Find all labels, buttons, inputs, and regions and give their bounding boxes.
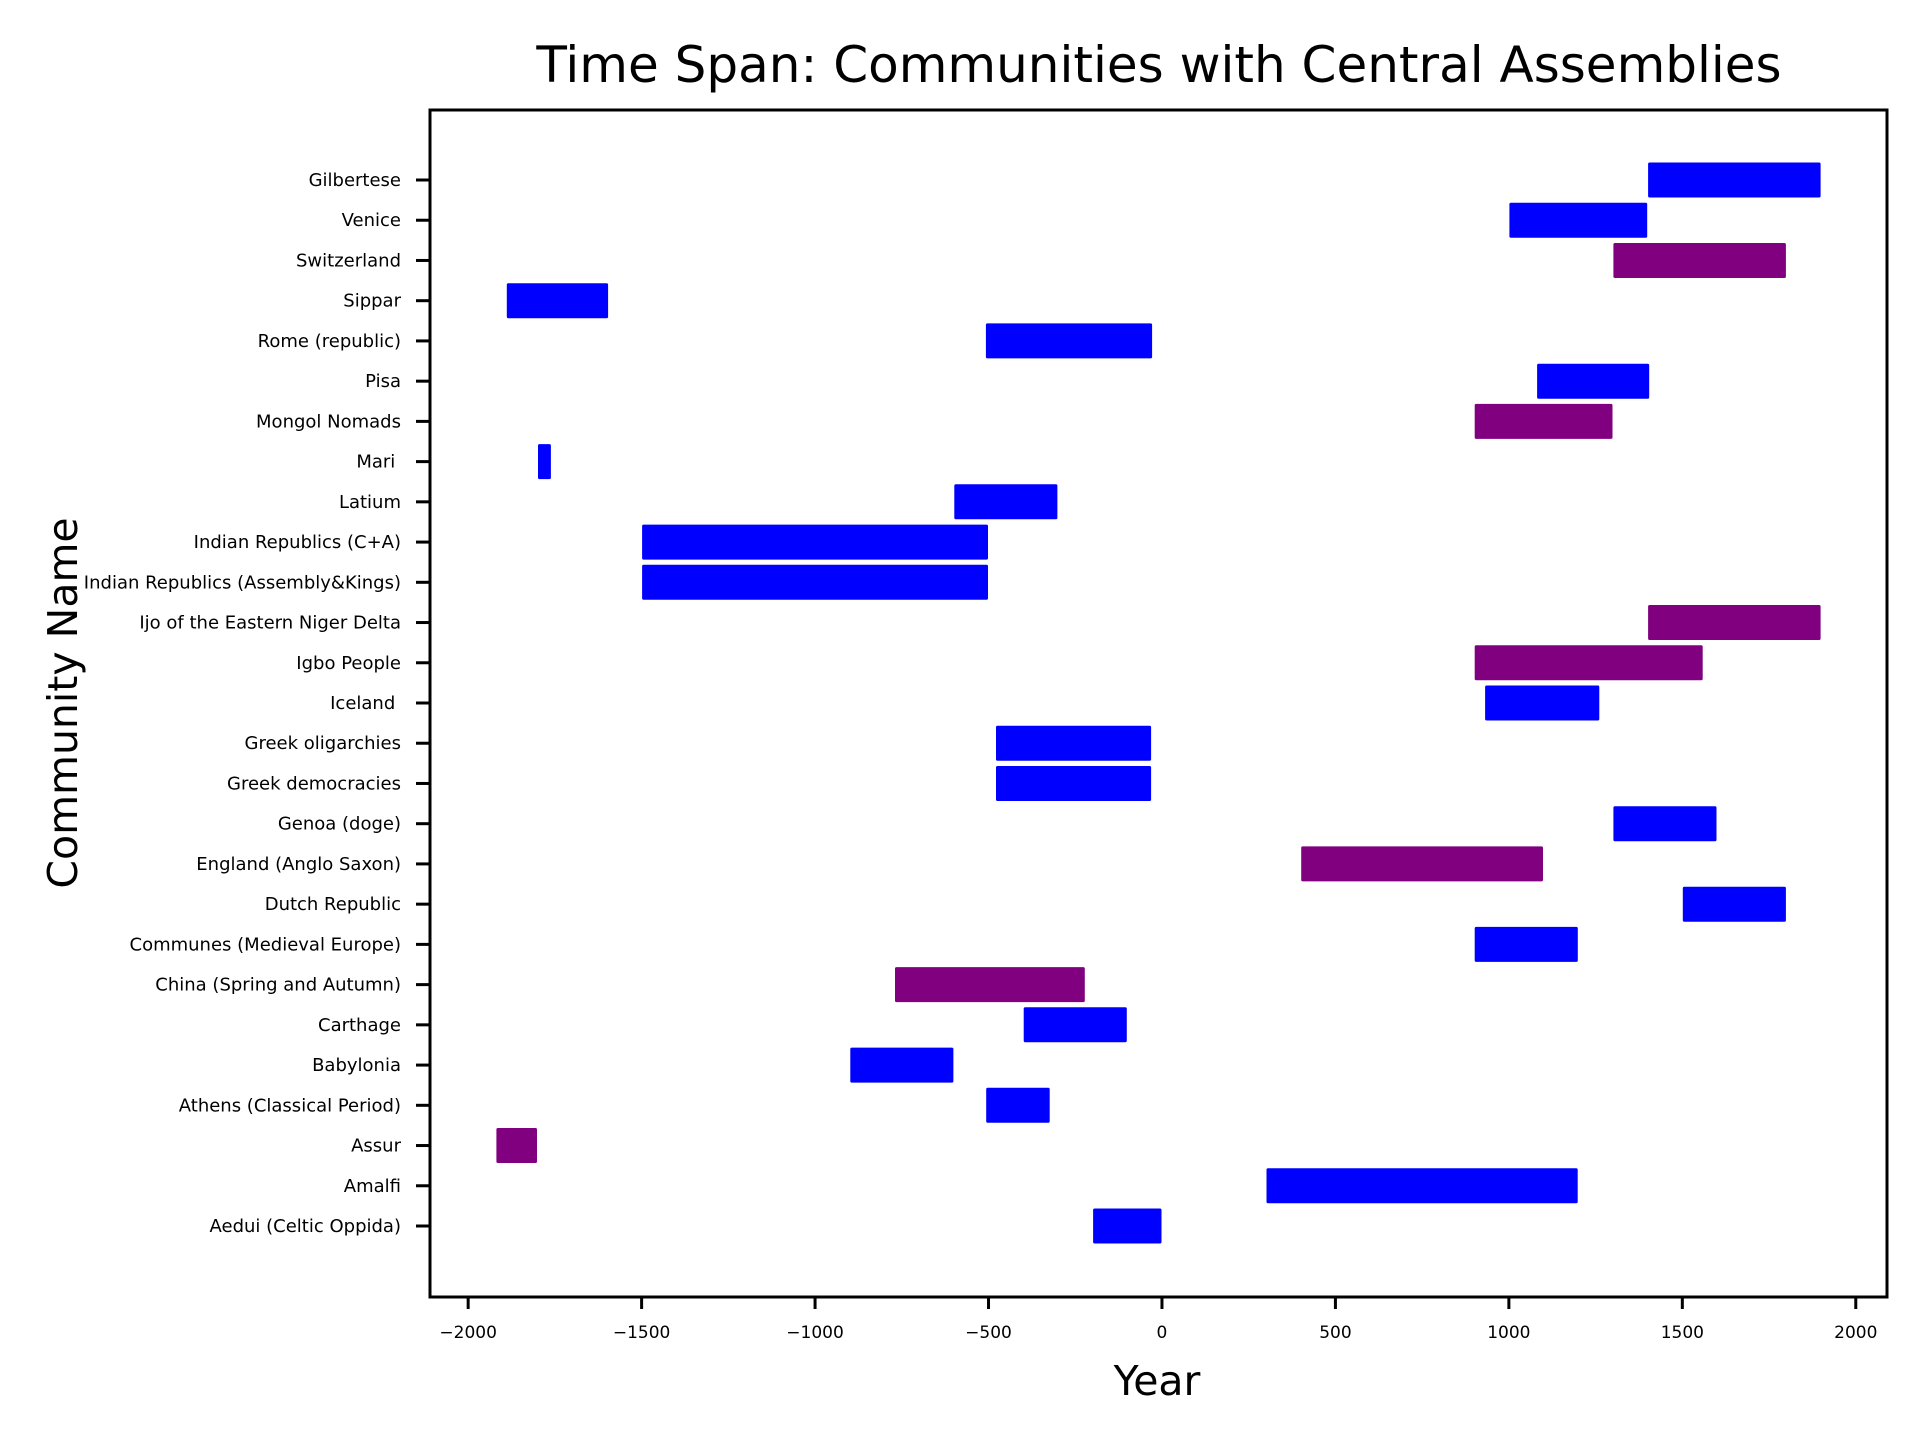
- bar-20: [1473, 402, 1614, 440]
- bar-7: [1473, 925, 1579, 963]
- bar-13: [1484, 684, 1601, 722]
- bar-9: [1300, 845, 1544, 883]
- y-tick-label-21: Pisa: [365, 371, 401, 392]
- x-tick-label-7: 1500: [1661, 1323, 1704, 1343]
- y-tick-label-9: England (Anglo Saxon): [196, 854, 401, 875]
- bar-14: [1473, 644, 1704, 682]
- x-tick-label-6: 1000: [1487, 1323, 1530, 1343]
- x-tick-label-1: −1500: [613, 1323, 671, 1343]
- bar-17: [641, 523, 989, 561]
- y-tick-label-23: Sippar: [343, 291, 401, 312]
- bar-24: [1612, 242, 1787, 279]
- x-axis: −2000 −1500 −1000 −500 0 500 1000 1500 2000: [439, 1297, 1877, 1343]
- bar-21: [1536, 362, 1651, 400]
- bar-22: [984, 322, 1154, 360]
- bar-0: [1092, 1207, 1163, 1245]
- y-tick-label-20: Mongol Nomads: [256, 411, 401, 432]
- y-tick-label-26: Gilbertese: [309, 170, 401, 191]
- x-tick-label-4: 0: [1157, 1323, 1168, 1343]
- y-tick-label-7: Communes (Medieval Europe): [130, 934, 402, 955]
- bar-6: [894, 966, 1086, 1004]
- y-axis-label: Community Name: [39, 517, 87, 888]
- x-tick-label-0: −2000: [439, 1323, 497, 1343]
- y-tick-label-16: Indian Republics (Assembly&Kings): [84, 572, 401, 593]
- plot-frame: [428, 108, 1889, 1299]
- y-axis: Aedui (Celtic Oppida) Amalfi Assur Athens (…: [84, 170, 430, 1237]
- y-tick-label-18: Latium: [339, 492, 401, 513]
- bar-10: [1612, 805, 1718, 843]
- bar-23: [505, 282, 610, 320]
- bar-15: [1647, 604, 1822, 641]
- y-tick-label-8: Dutch Republic: [265, 894, 401, 915]
- y-tick-label-4: Babylonia: [312, 1055, 401, 1076]
- y-tick-label-5: Carthage: [318, 1015, 401, 1036]
- bar-11: [995, 765, 1153, 802]
- x-tick-label-3: −500: [965, 1323, 1012, 1343]
- y-tick-label-0: Aedui (Celtic Oppida): [210, 1216, 401, 1237]
- bar-5: [1022, 1006, 1128, 1044]
- y-tick-label-17: Indian Republics (C+A): [194, 532, 401, 553]
- x-tick-label-8: 2000: [1834, 1323, 1877, 1343]
- y-tick-label-14: Igbo People: [296, 653, 401, 674]
- y-tick-label-13: Iceland: [330, 693, 401, 714]
- bar-3: [985, 1086, 1051, 1124]
- bar-8: [1681, 885, 1787, 923]
- y-tick-label-12: Greek oligarchies: [245, 733, 401, 754]
- y-tick-label-24: Switzerland: [296, 250, 401, 271]
- x-tick-label-5: 500: [1319, 1323, 1351, 1343]
- y-tick-label-10: Genoa (doge): [278, 814, 401, 835]
- bar-19: [537, 443, 552, 481]
- bar-1: [1265, 1167, 1579, 1205]
- y-tick-label-1: Amalfi: [344, 1176, 401, 1197]
- bar-26: [1647, 161, 1822, 199]
- bar-25: [1508, 201, 1649, 239]
- y-tick-label-2: Assur: [351, 1136, 401, 1157]
- y-tick-label-11: Greek democracies: [227, 773, 401, 794]
- bar-12: [995, 724, 1153, 762]
- y-tick-label-25: Venice: [342, 210, 401, 231]
- y-tick-label-19: Mari: [356, 452, 401, 473]
- bar-18: [953, 483, 1059, 521]
- x-axis-label: Year: [1113, 1357, 1201, 1405]
- bars-layer: [495, 161, 1822, 1245]
- y-tick-label-3: Athens (Classical Period): [179, 1095, 401, 1116]
- bar-4: [849, 1046, 955, 1084]
- y-tick-label-6: China (Spring and Autumn): [155, 975, 401, 996]
- y-tick-label-15: Ijo of the Eastern Niger Delta: [139, 613, 401, 634]
- chart-title: Time Span: Communities with Central Asse…: [535, 36, 1781, 94]
- bar-16: [641, 563, 989, 601]
- x-tick-label-2: −1000: [786, 1323, 844, 1343]
- bar-2: [495, 1127, 538, 1164]
- y-tick-label-22: Rome (republic): [258, 331, 401, 352]
